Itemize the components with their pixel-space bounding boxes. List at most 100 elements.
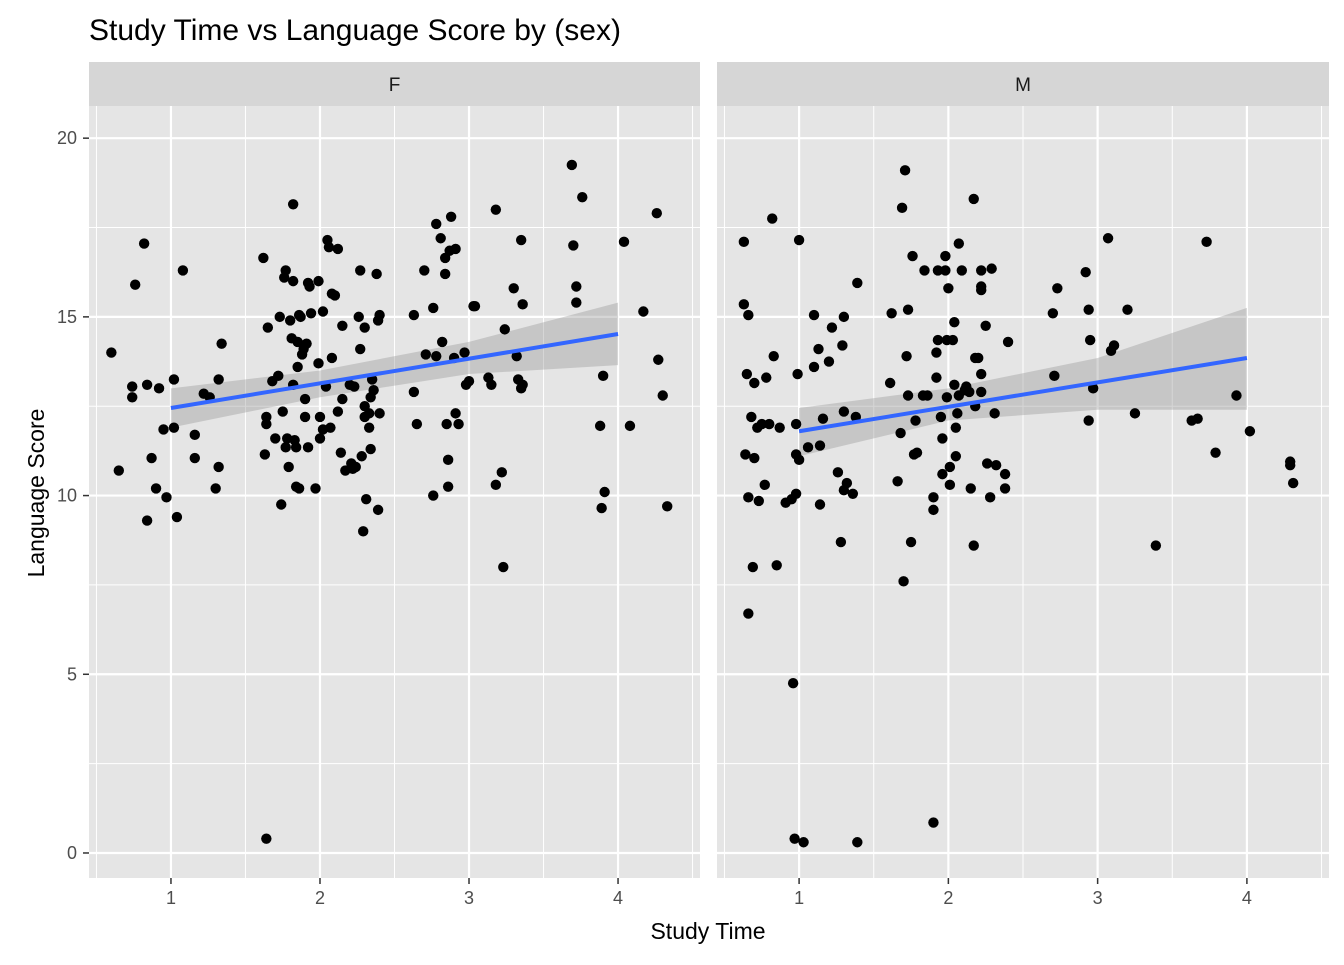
data-point bbox=[189, 429, 201, 441]
data-point bbox=[450, 243, 461, 255]
data-point bbox=[984, 492, 996, 503]
data-point bbox=[304, 281, 315, 292]
data-point bbox=[599, 486, 610, 498]
data-point bbox=[976, 281, 987, 292]
data-point bbox=[459, 347, 470, 358]
data-point bbox=[761, 372, 772, 383]
data-point bbox=[1129, 408, 1141, 419]
data-point bbox=[146, 452, 157, 464]
data-point bbox=[749, 377, 760, 389]
data-point bbox=[127, 392, 138, 403]
data-point bbox=[767, 213, 778, 224]
data-point bbox=[771, 560, 782, 571]
data-point bbox=[1210, 447, 1221, 458]
data-point bbox=[768, 350, 779, 362]
data-point bbox=[511, 350, 522, 362]
data-point bbox=[490, 479, 502, 491]
data-point bbox=[743, 608, 754, 619]
data-point bbox=[743, 309, 754, 321]
data-point bbox=[1087, 383, 1099, 394]
data-point bbox=[441, 418, 452, 430]
data-point bbox=[1002, 336, 1014, 348]
data-point bbox=[950, 422, 962, 433]
data-point bbox=[973, 352, 984, 364]
data-point bbox=[350, 461, 361, 473]
data-point bbox=[276, 499, 287, 510]
data-point bbox=[290, 442, 302, 453]
facet-strip bbox=[717, 62, 1329, 106]
data-point bbox=[1108, 340, 1120, 351]
data-point bbox=[953, 238, 965, 249]
data-point bbox=[964, 386, 975, 398]
data-point bbox=[1231, 390, 1242, 401]
x-tick-label: 4 bbox=[613, 888, 623, 908]
x-tick-label: 4 bbox=[1242, 888, 1252, 908]
data-point bbox=[802, 442, 814, 453]
data-point bbox=[892, 476, 903, 487]
data-point bbox=[832, 467, 844, 478]
data-point bbox=[261, 418, 272, 430]
data-point bbox=[1052, 283, 1063, 294]
data-point bbox=[368, 384, 379, 396]
data-point bbox=[753, 495, 764, 507]
data-point bbox=[835, 536, 847, 548]
regression-line bbox=[798, 355, 1248, 434]
data-point bbox=[852, 277, 863, 289]
data-point bbox=[1150, 540, 1162, 551]
data-point bbox=[952, 408, 963, 419]
data-point bbox=[901, 350, 912, 362]
data-point bbox=[292, 336, 303, 348]
data-point bbox=[177, 265, 189, 276]
data-point bbox=[439, 268, 451, 280]
data-point bbox=[741, 368, 753, 380]
data-point bbox=[293, 483, 305, 494]
data-point bbox=[738, 236, 750, 248]
data-point bbox=[280, 265, 291, 276]
data-point bbox=[463, 376, 475, 387]
data-point bbox=[990, 459, 1002, 471]
data-point bbox=[743, 492, 754, 503]
data-point bbox=[826, 322, 838, 333]
data-point bbox=[981, 458, 993, 469]
data-point bbox=[789, 833, 800, 844]
data-point bbox=[980, 320, 991, 332]
data-point bbox=[428, 490, 439, 501]
x-tick-label: 3 bbox=[464, 888, 474, 908]
data-point bbox=[940, 250, 951, 262]
data-point bbox=[902, 390, 914, 401]
data-point bbox=[813, 343, 824, 355]
data-point bbox=[213, 374, 224, 385]
data-point bbox=[517, 299, 528, 310]
data-point bbox=[986, 263, 997, 274]
data-point bbox=[653, 354, 664, 365]
data-point bbox=[624, 420, 636, 432]
data-point bbox=[940, 265, 951, 276]
data-point bbox=[301, 338, 312, 349]
data-point bbox=[302, 442, 314, 453]
data-point bbox=[442, 481, 454, 492]
data-point bbox=[817, 413, 829, 424]
data-point bbox=[287, 199, 299, 210]
data-point bbox=[950, 451, 962, 462]
data-point bbox=[651, 208, 662, 219]
data-point bbox=[325, 422, 336, 433]
data-point bbox=[790, 488, 802, 499]
data-point bbox=[989, 408, 1000, 419]
data-point bbox=[956, 265, 967, 276]
data-point bbox=[922, 390, 933, 401]
data-point bbox=[749, 452, 760, 464]
data-point bbox=[359, 322, 370, 333]
data-point bbox=[323, 241, 335, 253]
data-point bbox=[313, 275, 324, 287]
data-point bbox=[141, 515, 153, 526]
data-point bbox=[774, 422, 785, 433]
data-point bbox=[808, 309, 820, 321]
facet-panels: F 1 2 3 4 0 5 10 15 20 M 1 2 3 4 bbox=[57, 62, 1329, 908]
data-point bbox=[299, 411, 311, 423]
data-point bbox=[372, 504, 384, 516]
data-point bbox=[928, 504, 939, 516]
data-point bbox=[445, 211, 457, 222]
data-point bbox=[968, 193, 979, 205]
data-point bbox=[106, 347, 117, 358]
